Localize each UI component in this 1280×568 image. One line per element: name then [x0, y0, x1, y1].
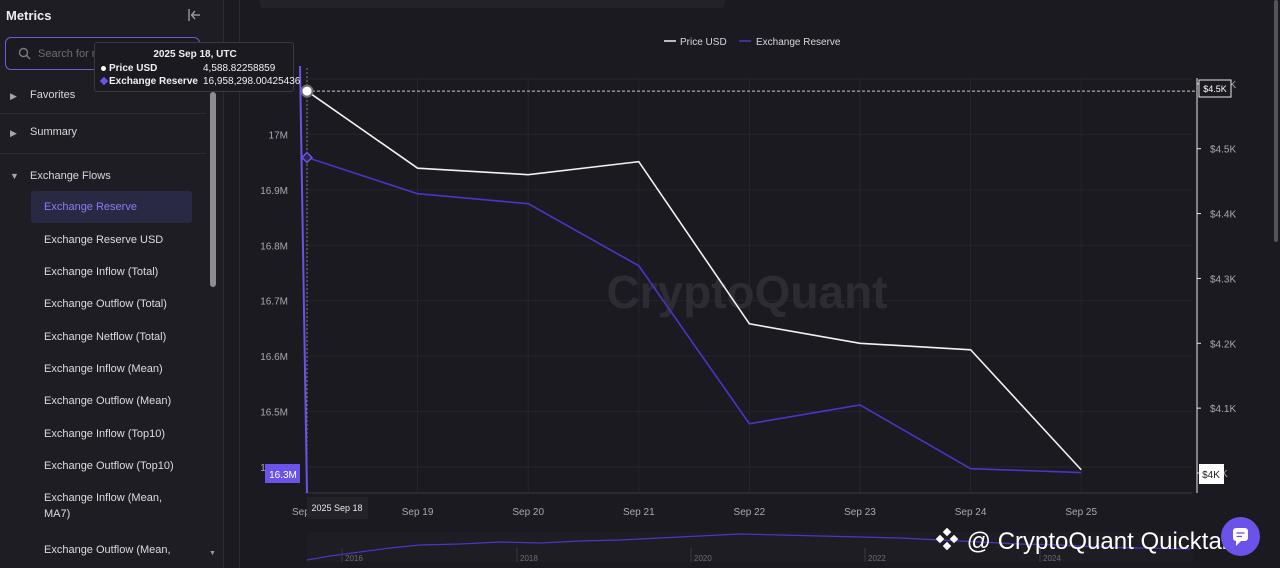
collapse-sidebar-icon[interactable] — [186, 7, 202, 23]
metric-label: Exchange Inflow (Mean, — [44, 492, 163, 504]
brand-watermark: @ CryptoQuant Quicktak... — [934, 527, 1254, 556]
metric-exchange-inflow-total[interactable]: Exchange Inflow (Total) — [44, 266, 159, 278]
page-scrollbar[interactable] — [1272, 0, 1280, 568]
section-label: Exchange Flows — [30, 170, 111, 182]
metric-exchange-reserve-usd[interactable]: Exchange Reserve USD — [44, 234, 164, 246]
expand-icon: ▶ — [10, 128, 17, 138]
metrics-sidebar: Metrics ▶ Favorites ▶ Summary ▼ Exchange… — [0, 0, 224, 568]
section-label: Favorites — [30, 89, 76, 101]
tooltip-value: 4,588.82258859 — [203, 63, 276, 74]
brand-logo-icon — [935, 527, 959, 551]
scroll-down-icon[interactable]: ▼ — [209, 550, 216, 557]
metric-exchange-outflow-top10[interactable]: Exchange Outflow (Top10) — [44, 460, 174, 472]
metric-exchange-inflow-top10[interactable]: Exchange Inflow (Top10) — [44, 428, 166, 440]
metric-exchange-inflow-mean[interactable]: Exchange Inflow (Mean) — [44, 363, 163, 375]
brand-text: @ CryptoQuant Quicktak... — [966, 528, 1254, 555]
metric-exchange-inflow-mean-ma7[interactable]: Exchange Inflow (Mean, MA7) — [31, 490, 192, 522]
chart-tooltip: 2025 Sep 18, UTC Price USD 4,588.8225885… — [94, 42, 300, 92]
tooltip-value: 16,958,298.00425436 — [203, 76, 301, 87]
divider — [0, 113, 206, 114]
sidebar-title: Metrics — [6, 8, 52, 23]
sidebar-scroll-thumb[interactable] — [210, 92, 216, 287]
metric-exchange-outflow-mean-ma7[interactable]: Exchange Outflow (Mean, — [44, 544, 171, 556]
expand-icon: ▶ — [10, 91, 17, 101]
toolbar-strip — [260, 0, 725, 8]
metric-label: MA7) — [44, 508, 71, 520]
page-scroll-thumb[interactable] — [1274, 0, 1278, 242]
tooltip-key: Exchange Reserve — [109, 76, 198, 87]
metric-exchange-reserve[interactable]: Exchange Reserve — [31, 191, 192, 223]
section-label: Summary — [30, 126, 78, 138]
chart-panel — [239, 0, 1259, 568]
divider — [0, 153, 206, 154]
reserve-diamond-icon — [99, 76, 109, 86]
search-icon — [18, 47, 31, 65]
tooltip-date: 2025 Sep 18, UTC — [153, 49, 237, 60]
chat-button[interactable] — [1221, 517, 1260, 556]
price-dot-icon — [101, 66, 106, 71]
chat-icon — [1233, 528, 1248, 546]
collapse-icon: ▼ — [10, 171, 19, 181]
metric-exchange-netflow-total[interactable]: Exchange Netflow (Total) — [44, 331, 167, 343]
tooltip-key: Price USD — [109, 63, 158, 74]
metric-exchange-outflow-total[interactable]: Exchange Outflow (Total) — [44, 298, 167, 310]
metric-exchange-outflow-mean[interactable]: Exchange Outflow (Mean) — [44, 395, 172, 407]
